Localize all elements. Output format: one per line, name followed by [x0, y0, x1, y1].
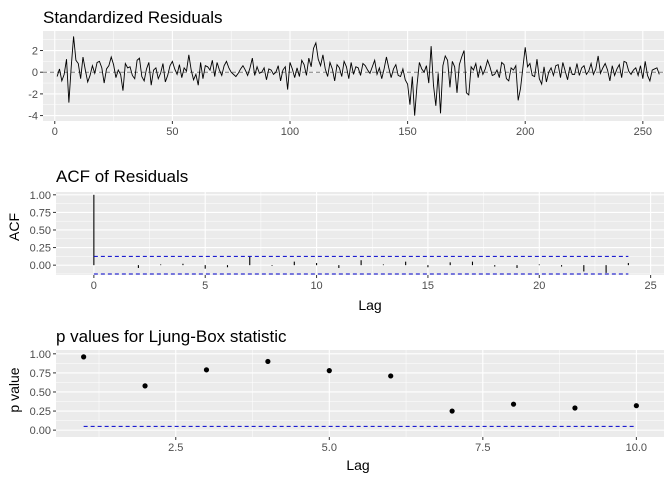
acf-plot-area — [56, 192, 664, 275]
acf-x-tick-label: 5 — [202, 280, 208, 292]
acf-x-axis-title: Lag — [358, 297, 381, 313]
residuals-x-tick-label: 200 — [516, 126, 534, 138]
residuals-plot-area — [43, 31, 664, 121]
ljung-box-point-lag-7 — [449, 408, 455, 414]
acf-x-tick-label: 15 — [422, 280, 434, 292]
ljung-box-x-tick-label: 5.0 — [322, 442, 337, 454]
residuals-panel-background — [43, 31, 664, 121]
acf-x-tick-label: 25 — [645, 280, 657, 292]
acf-title: ACF of Residuals — [56, 167, 188, 186]
residuals-x-tick-label: 150 — [398, 126, 416, 138]
residuals-series-line — [56, 36, 660, 116]
ljung-box-y-tick-label: 0.75 — [30, 368, 51, 380]
ljung-box-point-lag-8 — [510, 401, 517, 407]
acf-y-tick-label: 0.50 — [30, 225, 51, 237]
ljung-box-point-lag-10 — [633, 403, 639, 409]
residuals-x-tick-label: 100 — [281, 126, 299, 138]
residuals-y-tick-label: 0 — [32, 67, 38, 79]
ljung-box-panel: p values for Ljung-Box statistic Lag p v… — [6, 327, 664, 473]
acf-y-tick-label: 0.75 — [30, 207, 51, 219]
residuals-x-tick-label: 0 — [52, 126, 58, 138]
acf-panel: ACF of Residuals Lag ACF 0 5 10 15 20 25 0.00 0… — [6, 167, 664, 313]
ljung-box-y-axis-title: p value — [6, 367, 22, 412]
ljung-box-x-tick-label: 10.0 — [626, 442, 647, 454]
acf-x-tick-label: 10 — [310, 280, 322, 292]
acf-panel-background — [56, 192, 664, 275]
residuals-x-tick-label: 50 — [166, 126, 178, 138]
acf-y-axis-title: ACF — [6, 213, 22, 241]
ljung-box-point-lag-9 — [572, 405, 578, 411]
residuals-y-tick-label: 2 — [32, 46, 38, 58]
residuals-title: Standardized Residuals — [43, 8, 223, 27]
ljung-box-panel-background — [56, 350, 664, 437]
acf-y-tick-label: 0.00 — [30, 260, 51, 272]
ljung-box-y-tick-label: 0.00 — [30, 425, 51, 437]
ljung-box-x-axis-title: Lag — [346, 457, 369, 473]
residuals-panel: Standardized Residuals 0 50 100 150 200 250 -4… — [28, 8, 664, 138]
residuals-y-tick-label: -4 — [28, 111, 38, 123]
ljung-box-x-tick-label: 7.5 — [475, 442, 490, 454]
ljung-box-y-tick-label: 0.25 — [30, 406, 51, 418]
residuals-y-tick-label: -2 — [28, 89, 38, 101]
ljung-box-plot-area — [56, 350, 664, 437]
ljung-box-title: p values for Ljung-Box statistic — [56, 327, 287, 346]
ljung-box-y-tick-label: 1.00 — [30, 349, 51, 361]
ljung-box-point-lag-5 — [326, 368, 332, 374]
ljung-box-point-lag-4 — [265, 358, 271, 365]
ljung-box-point-lag-1 — [81, 354, 87, 360]
residuals-x-tick-label: 250 — [634, 126, 652, 138]
acf-y-tick-label: 1.00 — [30, 190, 51, 202]
acf-y-tick-label: 0.25 — [30, 243, 51, 255]
ljung-box-point-lag-2 — [142, 383, 148, 389]
acf-x-tick-label: 0 — [91, 280, 97, 292]
ljung-box-y-tick-label: 0.50 — [30, 387, 51, 399]
ljung-box-point-lag-6 — [388, 373, 394, 379]
ljung-box-point-lag-3 — [203, 367, 210, 373]
ljung-box-x-tick-label: 2.5 — [168, 442, 183, 454]
acf-x-tick-label: 20 — [533, 280, 545, 292]
